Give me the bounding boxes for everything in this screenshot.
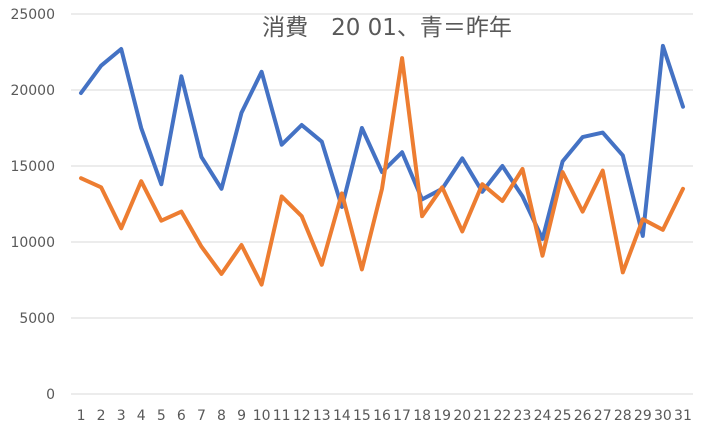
x-tick-label: 13 <box>313 408 331 424</box>
x-tick-label: 22 <box>493 408 511 424</box>
x-tick-label: 5 <box>157 408 166 424</box>
x-tick-label: 16 <box>373 408 391 424</box>
series-line-1 <box>81 46 683 239</box>
x-tick-label: 19 <box>433 408 451 424</box>
x-tick-label: 6 <box>177 408 186 424</box>
x-tick-label: 21 <box>473 408 491 424</box>
x-tick-label: 12 <box>293 408 311 424</box>
gridlines <box>71 14 693 394</box>
x-tick-label: 27 <box>594 408 612 424</box>
chart-title: 消費 20 01、青＝昨年 <box>262 15 512 41</box>
x-tick-label: 26 <box>574 408 592 424</box>
x-tick-label: 14 <box>333 408 351 424</box>
y-tick-label: 20000 <box>10 83 55 99</box>
x-tick-label: 28 <box>614 408 632 424</box>
x-tick-label: 3 <box>117 408 126 424</box>
series-lines <box>81 46 683 285</box>
x-tick-label: 11 <box>273 408 291 424</box>
x-tick-label: 15 <box>353 408 371 424</box>
x-tick-label: 31 <box>674 408 692 424</box>
x-tick-label: 4 <box>137 408 146 424</box>
x-tick-label: 18 <box>413 408 431 424</box>
x-tick-label: 8 <box>217 408 226 424</box>
x-tick-label: 30 <box>654 408 672 424</box>
x-tick-label: 25 <box>554 408 572 424</box>
y-tick-label: 25000 <box>10 7 55 23</box>
x-tick-label: 23 <box>514 408 532 424</box>
y-tick-label: 15000 <box>10 159 55 175</box>
x-tick-label: 29 <box>634 408 652 424</box>
y-tick-label: 10000 <box>10 235 55 251</box>
x-tick-label: 10 <box>253 408 271 424</box>
y-tick-label: 5000 <box>19 311 55 327</box>
y-tick-label: 0 <box>46 387 55 403</box>
x-tick-label: 1 <box>77 408 86 424</box>
y-axis-ticks: 0 5000 10000 15000 20000 25000 <box>10 7 55 403</box>
x-tick-label: 24 <box>534 408 552 424</box>
x-tick-label: 2 <box>97 408 106 424</box>
x-tick-label: 7 <box>197 408 206 424</box>
x-tick-label: 20 <box>453 408 471 424</box>
x-tick-label: 9 <box>237 408 246 424</box>
x-tick-label: 17 <box>393 408 411 424</box>
